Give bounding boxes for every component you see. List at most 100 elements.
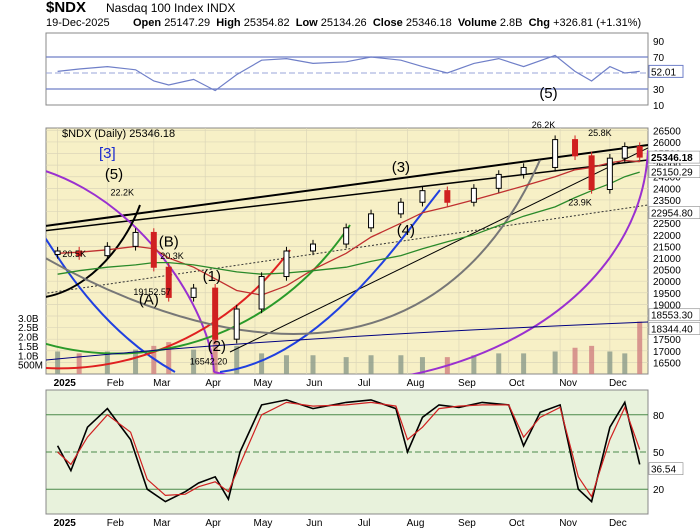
- price-tick-label: 24500: [653, 173, 681, 184]
- price-tick-label: 17000: [653, 347, 681, 358]
- volume-bar: [552, 351, 558, 374]
- candle-body: [368, 213, 375, 229]
- candle-body: [470, 187, 477, 203]
- price-x-tick-label: Feb: [107, 378, 125, 389]
- price-x-tick-label: Jul: [358, 378, 371, 389]
- open-value: 25147.29: [164, 17, 211, 29]
- candle-body: [444, 190, 451, 203]
- wave-label: (5): [539, 85, 557, 102]
- price-tick-label: 26500: [653, 126, 681, 137]
- price-tick-label: 21000: [653, 254, 681, 265]
- volume-bar: [471, 355, 477, 374]
- candle-body: [104, 245, 111, 257]
- price-tick-label: 17500: [653, 335, 681, 346]
- wave-label: 20.5K: [62, 249, 86, 259]
- stoch-last-value-box: [648, 462, 684, 475]
- price-x-tick-label: May: [254, 378, 273, 389]
- chg-value: +326.81 (+1.31%): [553, 17, 642, 29]
- volume-tick-label: 1.0B: [18, 351, 39, 362]
- right-price-box: [648, 150, 700, 164]
- wave-label: 20.3K: [160, 251, 184, 261]
- volume-bar: [343, 357, 349, 374]
- trendline-lower: [46, 159, 648, 232]
- arc-blue-left: [46, 237, 176, 373]
- wave-label: (B): [159, 233, 179, 250]
- stoch-x-tick-label: Dec: [609, 518, 627, 529]
- arc-purple-left: [46, 170, 215, 373]
- rsi-last-value: 52.01: [651, 67, 676, 78]
- right-price-box: [648, 206, 700, 219]
- candle-body: [54, 250, 61, 255]
- stoch-x-tick-label: Nov: [559, 518, 577, 529]
- low-label: Low: [295, 17, 318, 29]
- volume-value: 2.8B: [499, 17, 523, 29]
- stoch-x-tick-label: Feb: [107, 518, 125, 529]
- wave-label: (5): [105, 166, 123, 183]
- stoch-tick-label: 50: [653, 448, 665, 459]
- wave-label: (1): [203, 268, 221, 285]
- stoch-x-tick-label: Sep: [458, 518, 476, 529]
- volume-tick-label: 1.5B: [18, 342, 39, 353]
- right-price-label: 25346.18: [651, 153, 693, 164]
- price-right-labels: 25346.18 25150.29 22954.80 18553.30 18344.40: [648, 150, 700, 336]
- candle-body: [283, 250, 290, 278]
- price-tick-label: 24000: [653, 184, 681, 195]
- volume-bar: [637, 321, 643, 374]
- price-tick-label: 26000: [653, 138, 681, 149]
- rsi-layer: 907050301052.01: [46, 37, 684, 112]
- candle-body: [310, 243, 317, 252]
- volume-bar: [419, 357, 425, 374]
- arc-green: [46, 224, 351, 355]
- volume-bar: [76, 353, 82, 374]
- stoch-x-tick-label: Oct: [509, 518, 525, 529]
- stoch-line-1: [57, 401, 641, 498]
- x-axis: 2025 Feb Mar Apr May Jun Jul Aug Sep Oct Nov Dec 202…: [54, 378, 627, 529]
- price-x-tick-label: Nov: [559, 378, 577, 389]
- volume-tick-label: 2.0B: [18, 333, 39, 344]
- chart-instrument-name: Nasdaq 100 Index INDX: [106, 1, 236, 15]
- volume-bar: [521, 353, 527, 374]
- price-panel-title: $NDX (Daily) 25346.18: [62, 128, 175, 140]
- volume-bar: [607, 351, 613, 374]
- price-plot-area: [46, 135, 648, 374]
- wave-label: 26.2K: [532, 120, 556, 130]
- right-price-box: [648, 322, 700, 335]
- stoch-x-tick-label: Mar: [153, 518, 171, 529]
- rsi-line: [57, 54, 640, 92]
- price-tick-label: 21500: [653, 242, 681, 253]
- price-x-tick-label: Oct: [509, 378, 525, 389]
- volume-bar: [496, 353, 502, 374]
- wave-label: (3): [392, 159, 410, 176]
- chart-date: 19-Dec-2025: [46, 17, 110, 29]
- price-x-tick-label: Aug: [407, 378, 425, 389]
- price-tick-label: 23500: [653, 196, 681, 207]
- candle-body: [212, 287, 219, 340]
- rsi-last-value-box: [648, 64, 684, 78]
- volume-bar: [166, 342, 172, 374]
- chg-label: Chg: [528, 17, 550, 29]
- candle-body: [76, 250, 83, 257]
- volume-bar: [234, 345, 240, 374]
- candle-body: [132, 231, 139, 247]
- rsi-tick-label: 70: [653, 53, 665, 64]
- candle-body: [419, 190, 426, 203]
- ma-line-long: [46, 321, 648, 361]
- price-x-tick-label: Sep: [458, 378, 476, 389]
- low-value: 25134.26: [320, 17, 367, 29]
- volume-bar: [283, 355, 289, 374]
- wave-label: (4): [397, 222, 415, 239]
- stoch-x-tick-label: 2025: [54, 518, 77, 529]
- price-tick-label: 19000: [653, 300, 681, 311]
- volume-bar: [259, 353, 265, 374]
- volume-bar: [191, 349, 197, 374]
- ohlc-bar: Open 25147.29 High 25354.82 Low 25134.26…: [133, 17, 641, 29]
- volume-bar: [104, 351, 110, 374]
- volume-label: Volume: [457, 17, 497, 29]
- volume-tick-label: 500M: [18, 361, 43, 372]
- arc-purple-right: [213, 149, 648, 374]
- chart-symbol: $NDX: [46, 0, 87, 16]
- stoch-x-tick-label: May: [254, 518, 273, 529]
- candle-body: [636, 146, 643, 158]
- stochastic-layer: 80 50 20 36.54: [46, 399, 684, 504]
